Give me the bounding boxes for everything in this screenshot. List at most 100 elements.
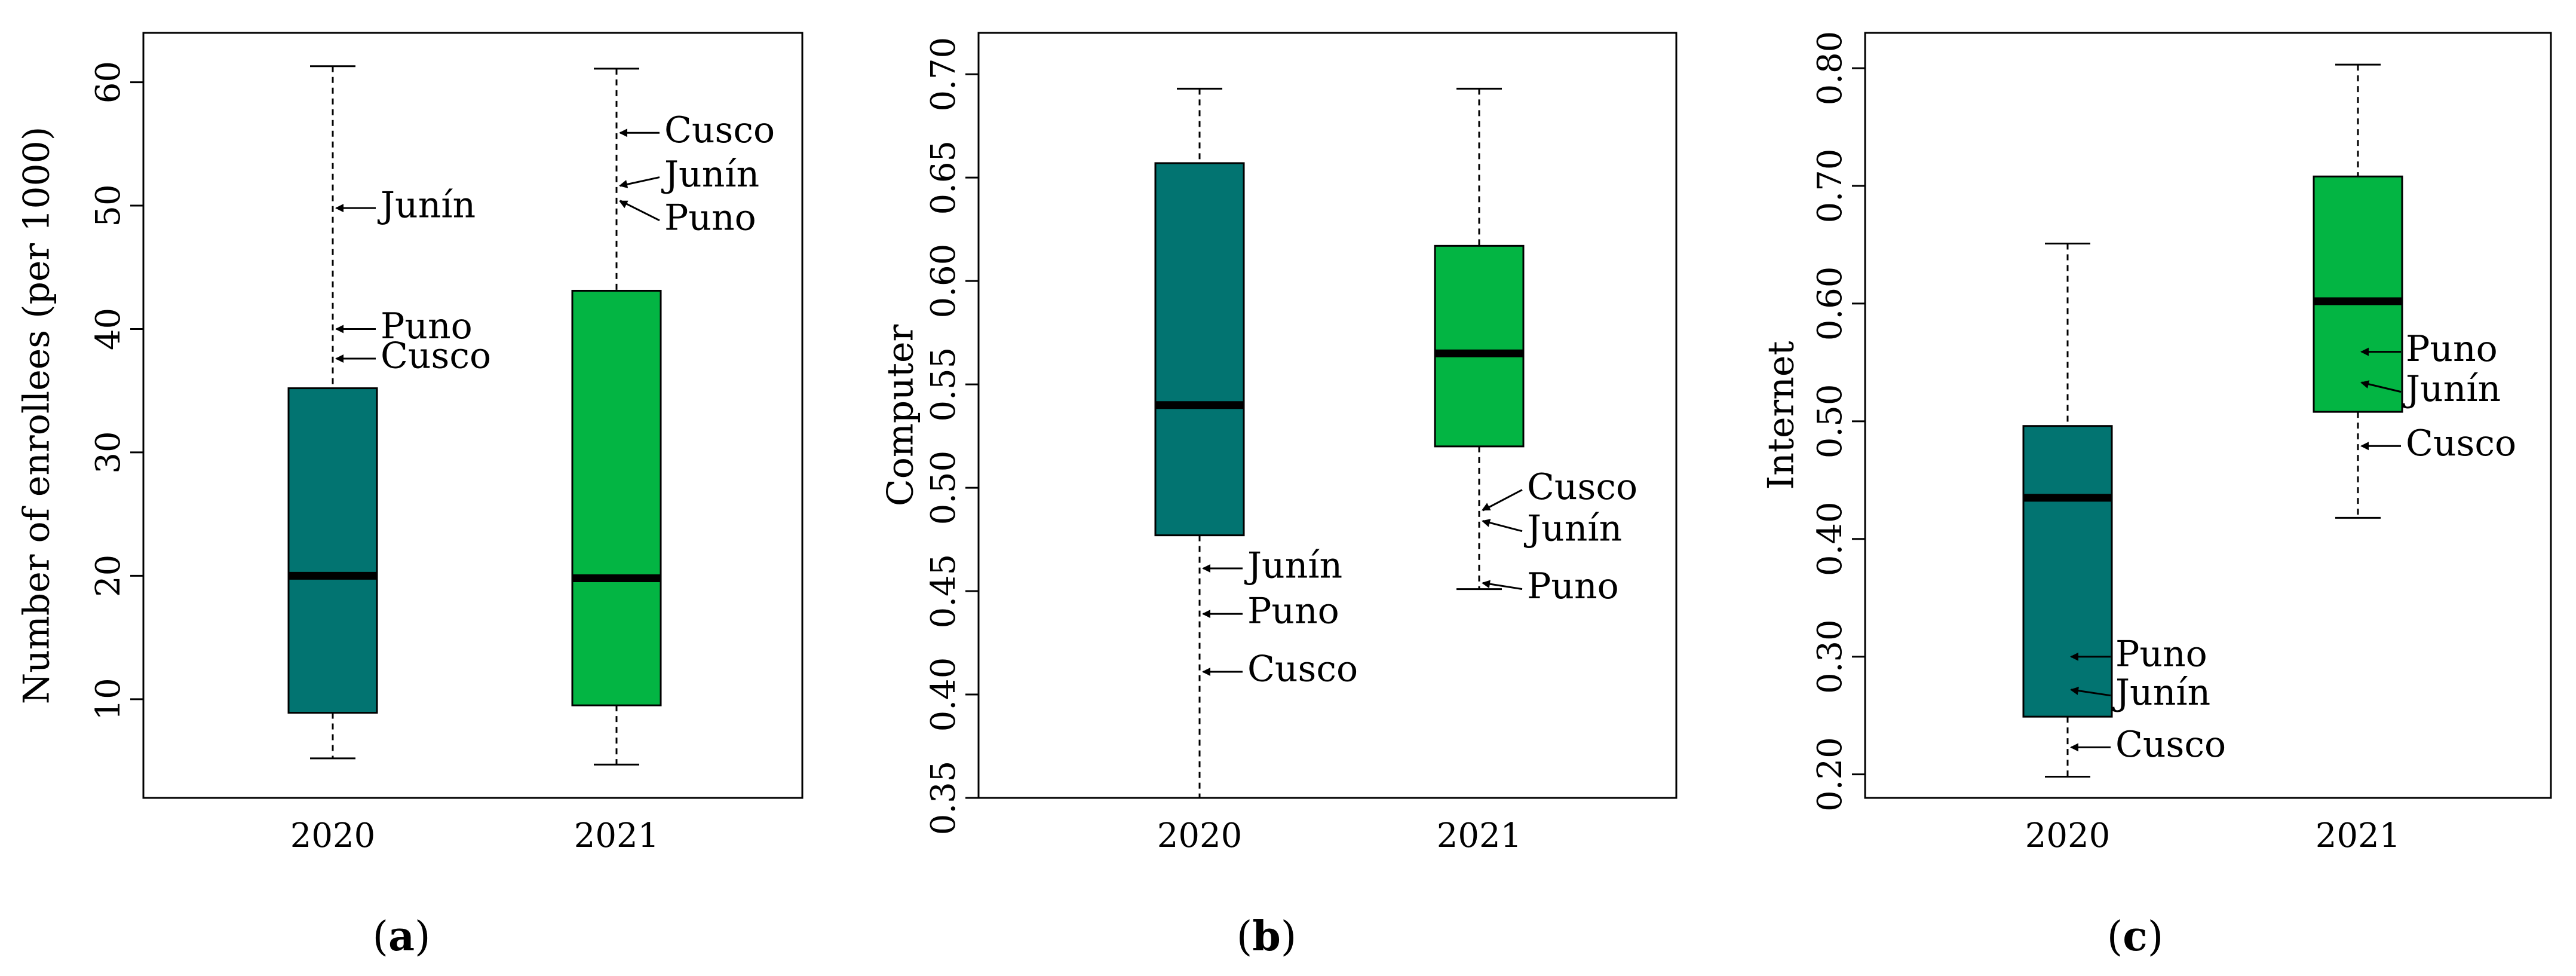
annotation-arrowhead [619,128,627,137]
annotation-arrowhead [1202,610,1210,619]
annotation-junin-2020: Junín [335,185,476,227]
annotation-puno-2021: Puno [2360,328,2498,370]
y-tick-label: 40 [89,308,128,350]
iqr-box [2313,175,2403,413]
y-tick-label: 10 [89,678,128,720]
plot-frame [977,32,1678,799]
box-2021 [1434,87,1525,591]
box-2021 [571,68,662,766]
annotation-arrowhead [1482,580,1491,589]
annotation-arrowhead [335,325,344,334]
panel-label-letter: c [2123,913,2147,960]
panel-label: (b) [1237,913,1297,960]
iqr-box [287,387,378,714]
plot-frame [142,32,804,799]
annotation-arrowhead [335,354,344,363]
annotation-arrowhead [2070,686,2079,695]
y-tick-label: 0.40 [924,657,963,732]
plot-frame [1864,32,2552,799]
panel-label-close: ) [415,913,431,960]
y-tick-label: 0.45 [924,554,963,629]
y-tick-label: 0.60 [924,244,963,319]
annotation-junin-2021: Junín [619,154,759,195]
panel-label-open: ( [1237,913,1253,960]
y-tick-label: 0.20 [1811,737,1850,812]
annotation-arrowhead [619,200,628,209]
annotation-label: Cusco [1527,466,1637,508]
panel-label-letter: a [388,913,415,960]
annotation-label: Junín [1244,545,1342,587]
y-tick-label: 0.70 [924,37,963,112]
iqr-box [1434,244,1525,448]
annotation-label: Junín [2112,672,2210,714]
annotation-label: Cusco [1247,648,1358,690]
annotation-arrowhead [2070,652,2078,661]
iqr-box [571,289,662,706]
annotation-label: Cusco [664,109,775,151]
annotation-label: Junín [377,185,476,227]
annotation-arrowhead [1202,564,1210,573]
annotation-arrowhead [2360,347,2369,356]
panel-label: (c) [2107,913,2163,960]
panel-c: 0.20 0.30 0.40 0.50 0.60 0.70 0.80 Internet 2020… [1761,31,2552,960]
y-tick-label: 0.80 [1811,31,1850,106]
annotation-puno-2021: Puno [1482,565,1619,607]
y-tick-label: 0.55 [924,347,963,422]
box-2021 [2313,63,2403,519]
x-tick-label: 2020 [290,816,376,855]
annotation-cusco-2021: Cusco [1482,466,1637,512]
annotation-puno-2020: Puno [1202,591,1339,632]
annotation-label: Cusco [381,335,491,377]
y-tick-label: 50 [89,184,128,227]
panel-label: (a) [372,913,430,960]
panel-label-close: ) [1281,913,1297,960]
annotation-cusco-2021: Cusco [2360,423,2516,464]
annotation-label: Puno [664,197,756,238]
y-axis-title: Computer [880,325,922,507]
annotation-label: Puno [2115,633,2207,675]
annotation-cusco-2020: Cusco [1202,648,1358,690]
annotation-label: Junín [661,154,759,195]
panel-label-letter: b [1252,913,1281,960]
annotation-arrowhead [2070,743,2078,752]
y-tick-label: 0.30 [1811,619,1850,694]
annotation-junin-2020: Junín [2070,672,2210,714]
annotation-label: Cusco [2406,423,2516,464]
annotation-arrowhead [1482,503,1491,511]
iqr-box [1154,162,1245,537]
annotation-cusco-2021: Cusco [619,109,775,151]
annotation-arrowhead [2360,442,2369,451]
annotation-arrowhead [335,204,344,213]
annotation-cusco-2020: Cusco [2070,724,2226,766]
annotation-junin-2021: Junín [2360,368,2501,410]
panel-a: 10 20 30 40 50 60 Number of enrollees (per 100… [16,32,804,960]
y-tick-label: 0.40 [1811,501,1850,576]
x-tick-label: 2021 [2316,816,2401,855]
annotation-junin-2020: Junín [1202,545,1342,587]
x-tick-label: 2021 [1437,816,1522,855]
panel-label-open: ( [372,913,388,960]
iqr-box [2022,425,2113,718]
x-tick-label: 2020 [1157,816,1243,855]
annotation-arrowhead [1482,519,1491,527]
panel-b: 0.35 0.40 0.45 0.50 0.55 0.60 0.65 0.70 Computer… [880,32,1678,960]
annotation-arrow-line [620,200,660,222]
panel-label-close: ) [2148,913,2164,960]
annotation-arrow-line [1482,489,1523,512]
x-tick-label: 2020 [2025,816,2111,855]
annotation-label: Puno [1247,591,1339,632]
box-2020 [1154,87,1245,799]
annotation-label: Junín [2402,368,2501,410]
y-tick-label: 0.50 [924,451,963,525]
x-tick-label: 2021 [574,816,660,855]
y-tick-label: 0.65 [924,140,963,215]
annotation-arrowhead [2360,380,2370,388]
annotation-label: Puno [381,305,473,347]
annotation-arrowhead [1202,667,1210,676]
y-tick-label: 30 [89,431,128,473]
y-tick-label: 60 [89,61,128,103]
panel-label-open: ( [2107,913,2123,960]
box-2020 [2022,242,2113,778]
